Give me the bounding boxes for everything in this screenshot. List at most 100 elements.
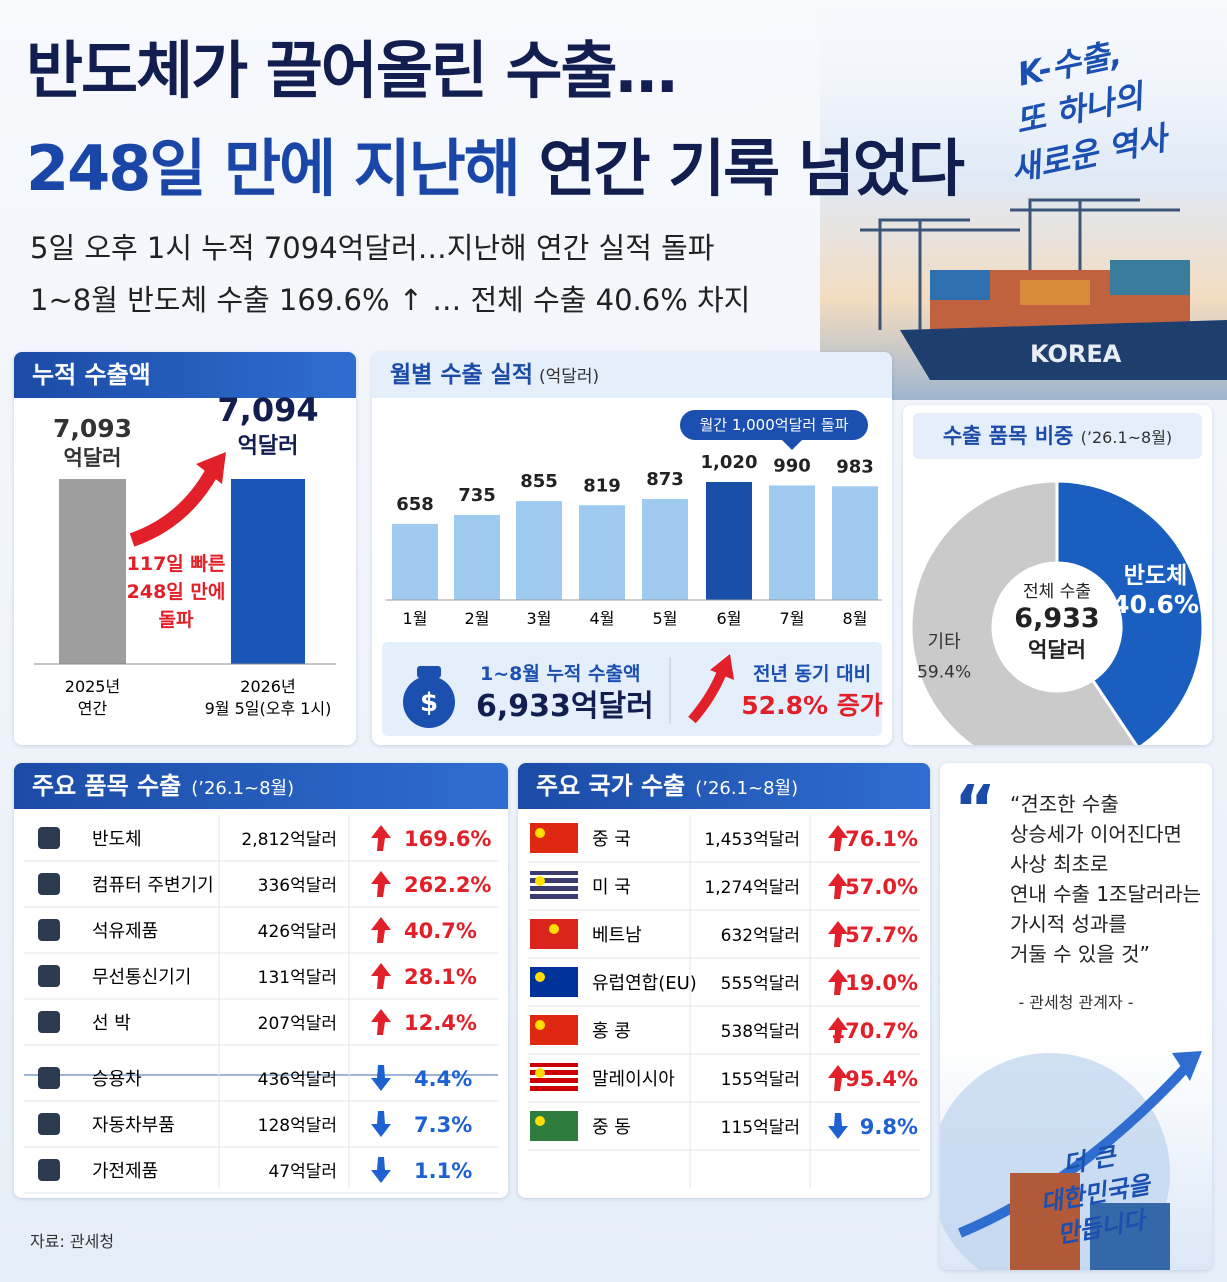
- title-rest: 연간 기록 넘었다: [538, 132, 964, 205]
- subtitle: 5일 오후 1시 누적 7094억달러…지난해 연간 실적 돌파: [30, 231, 715, 265]
- item-change: 12.4%: [404, 1011, 477, 1035]
- pie-slice: [909, 479, 1138, 745]
- slice-label: 반도체: [1124, 563, 1187, 589]
- x-tick-label: 4월: [590, 609, 615, 628]
- item-amount: 436억달러: [258, 1070, 337, 1090]
- x-tick-sublabel: 9월 5일(오후 1시): [205, 699, 332, 718]
- trend-arrow: [828, 825, 848, 851]
- summary-value: 6,933억달러: [476, 689, 654, 724]
- x-tick-label: 1월: [403, 609, 428, 628]
- pie-slice: [1055, 479, 1205, 745]
- flag-stripe: [530, 899, 578, 902]
- value-label: 1,020: [701, 452, 758, 473]
- x-tick-label: 2026년: [240, 677, 295, 696]
- ship-label: KOREA: [1030, 340, 1122, 368]
- item-icon: [38, 1011, 60, 1033]
- flag-stripe: [530, 875, 578, 878]
- yoy-value: 52.8% 증가: [741, 691, 882, 720]
- money-icon-sign: $: [420, 688, 438, 718]
- summary-label: 1~8월 누적 수출액: [480, 663, 640, 685]
- x-tick-label: 3월: [527, 609, 552, 628]
- flag-stripe: [530, 1091, 578, 1094]
- flag-stripe: [530, 1083, 578, 1086]
- item-name: 선 박: [92, 1013, 131, 1034]
- x-tick-label: 2월: [465, 609, 490, 628]
- money-icon: [403, 676, 455, 728]
- country-amount: 1,274억달러: [704, 878, 800, 898]
- value-label: 658: [396, 494, 434, 515]
- callout: 월간 1,000억달러 돌파: [699, 416, 848, 434]
- country-amount: 538억달러: [721, 1022, 800, 1042]
- bar: [769, 485, 815, 600]
- item-icon: [38, 873, 60, 895]
- flag-stripe: [530, 1067, 578, 1070]
- flag: [530, 967, 578, 997]
- center-label: 6,933: [1014, 603, 1099, 634]
- country-amount: 1,453억달러: [704, 830, 800, 850]
- country-name: 홍 콩: [592, 1021, 631, 1042]
- item-change: 169.6%: [404, 827, 491, 851]
- bar: [706, 482, 752, 600]
- trend-arrow: [371, 1157, 391, 1183]
- quote-line: 거둘 수 있을 것”: [1010, 942, 1150, 966]
- cumulative-panel: 누적 수출액 7,093 억달러 2025년 연간 7,094 억달러 2026년 9월 5일…: [14, 352, 356, 745]
- country-amount: 555억달러: [721, 974, 800, 994]
- money-icon-top: [417, 666, 441, 678]
- country-name: 미 국: [592, 877, 631, 898]
- title-accent: 248일 만에 지난해: [26, 132, 521, 205]
- bar: [832, 486, 878, 600]
- summary-box: [382, 642, 882, 736]
- bar: [231, 479, 305, 664]
- country-name: 베트남: [592, 925, 642, 946]
- quote-line: “견조한 수출: [1010, 792, 1119, 816]
- panel-title: 주요 품목 수출 (’26.1~8월): [14, 763, 508, 809]
- trend-arrow: [828, 921, 848, 947]
- item-change: 262.2%: [404, 873, 491, 897]
- value-label: 990: [773, 455, 811, 476]
- quote-mark: “: [954, 773, 997, 847]
- flag: [530, 823, 578, 853]
- growth-arrow: [129, 468, 219, 547]
- growth-arrow-head: [196, 452, 226, 484]
- item-amount: 336억달러: [258, 876, 337, 896]
- annotation: 돌파: [159, 609, 194, 631]
- quote-panel: “ “견조한 수출 상승세가 이어진다면 사상 최초로 연내 수출 1조달러라는 가시적…: [940, 763, 1212, 1270]
- item-change: 40.7%: [404, 919, 477, 943]
- share-panel: 수출 품목 비중 (’26.1~8월) 반도체 40.6% 기타 59.4% 전체 수출…: [903, 405, 1212, 745]
- trend-arrow: [828, 1113, 848, 1139]
- countries-table: 중 국 1,453억달러 76.1% 미 국 1,274억달러 57.0% 베트남 632억달…: [528, 815, 920, 1188]
- callout-pointer: [782, 440, 802, 450]
- trend-arrow: [828, 969, 848, 995]
- trend-arrow: [371, 825, 391, 851]
- flag-emblem: [535, 972, 545, 982]
- value-label: 7,093: [53, 414, 132, 443]
- flag-stripe: [530, 1075, 578, 1078]
- quote-source: - 관세청 관계자 -: [1018, 993, 1134, 1012]
- quote-line: 가시적 성과를: [1010, 912, 1127, 936]
- item-amount: 131억달러: [258, 968, 337, 988]
- value-unit: 억달러: [238, 434, 299, 459]
- quote-text: “견조한 수출 상승세가 이어진다면 사상 최초로 연내 수출 1조달러라는 가시적 성…: [1010, 789, 1201, 969]
- item-amount: 2,812억달러: [241, 830, 337, 850]
- globe-illustration: [940, 1051, 1202, 1270]
- center-label: 억달러: [1028, 638, 1086, 662]
- value-label: 735: [458, 485, 496, 506]
- trend-arrow: [371, 1065, 391, 1091]
- country-amount: 155억달러: [721, 1070, 800, 1090]
- country-amount: 115억달러: [721, 1118, 800, 1138]
- item-change: 1.1%: [414, 1159, 472, 1183]
- title-period: (’26.1~8월): [695, 778, 799, 799]
- footer-source: 자료: 관세청: [30, 1232, 115, 1251]
- quote-slogan: 더 큰 대한민국을 만듭니다: [1032, 1134, 1158, 1254]
- callout-box: [680, 410, 868, 440]
- country-change: 170.7%: [831, 1019, 918, 1043]
- flag-emblem: [535, 876, 545, 886]
- flag-stripe: [530, 891, 578, 894]
- subtitle: 1~8월 반도체 수출 169.6% ↑ … 전체 수출 40.6% 차지: [30, 283, 751, 317]
- flag-emblem: [535, 1068, 545, 1078]
- item-name: 가전제품: [92, 1161, 158, 1182]
- country-change: 95.4%: [845, 1067, 918, 1091]
- trend-arrow: [371, 1111, 391, 1137]
- item-icon: [38, 965, 60, 987]
